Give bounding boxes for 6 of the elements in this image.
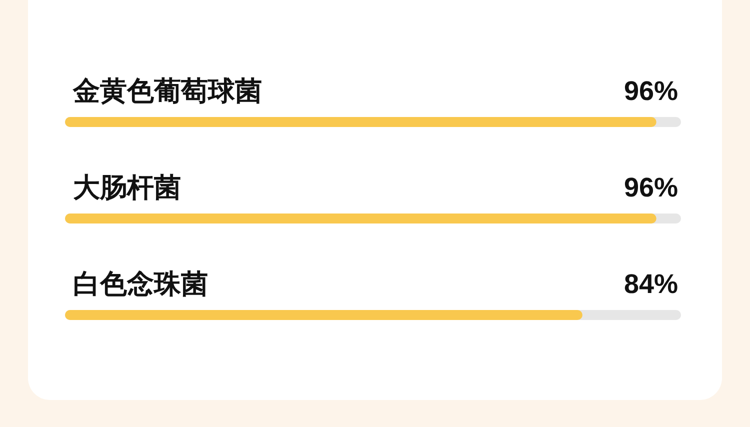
value-label: 84% xyxy=(624,269,678,299)
category-label: 白色念珠菌 xyxy=(73,269,208,299)
category-label: 大肠杆菌 xyxy=(73,172,181,202)
category-label: 金黄色葡萄球菌 xyxy=(73,76,262,106)
value-label: 96% xyxy=(624,172,678,202)
value-label: 96% xyxy=(624,76,678,106)
